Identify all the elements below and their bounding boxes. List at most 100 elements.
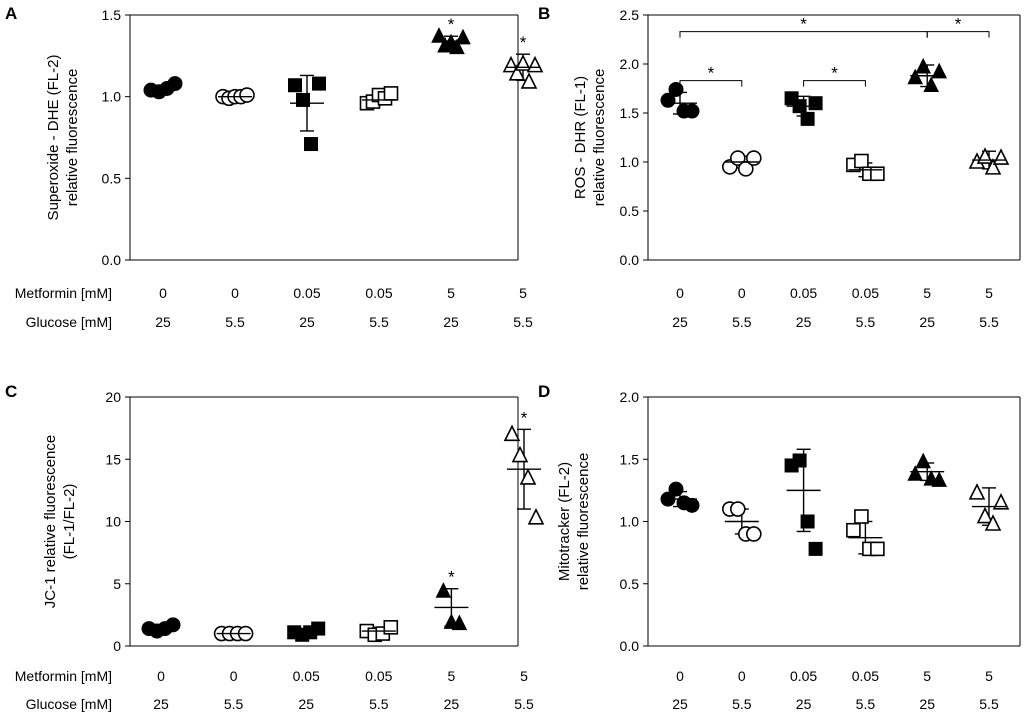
data-point [907,68,924,85]
metformin-value: 5 [923,668,931,684]
metformin-value: 0 [230,668,238,684]
glucose-value: 5.5 [369,696,389,712]
y-tick-label: 15 [105,451,121,467]
data-group [721,501,762,542]
data-point [745,526,762,542]
data-point [729,501,746,517]
metformin-value: 0.05 [852,668,879,684]
data-point [992,493,1010,510]
y-axis-label-line: (FL-1/FL-2) [61,484,78,560]
glucose-value: 25 [672,696,688,712]
metformin-value: 0 [738,668,746,684]
y-tick-label: 10 [105,514,121,530]
metformin-value: 0.05 [790,668,817,684]
y-tick-label: 1.0 [620,514,640,530]
glucose-value: 5.5 [732,314,752,330]
comparison-bracket [679,80,743,87]
data-point [923,76,940,93]
metformin-value: 0.05 [293,285,320,301]
data-point [508,64,526,81]
y-axis-label-line: JC-1 relative fluorescence [42,435,59,608]
data-point [519,468,537,485]
metformin-value: 5 [985,285,993,301]
data-point [167,76,183,92]
data-group [660,81,700,119]
metformin-value: 0 [738,285,746,301]
data-group [784,91,823,126]
data-point [684,497,700,513]
y-tick-label: 0.0 [102,252,122,268]
glucose-value: 5.5 [979,314,999,330]
glucose-value: 5.5 [979,696,999,712]
metformin-value: 0 [157,668,165,684]
metformin-value: 0 [676,285,684,301]
data-point [668,81,684,97]
glucose-value: 25 [919,314,935,330]
y-tick-label: 1.5 [620,105,640,121]
data-group [907,57,948,93]
data-point [383,620,399,635]
data-point [808,96,823,111]
data-point [854,509,869,524]
data-group [141,617,181,639]
y-tick-label: 0.0 [620,252,640,268]
panel-a: A 0.0 0.5 1.0 1.5 Superoxide - DHE (FL-2) rela… [5,4,544,330]
metformin-value: 0.05 [293,668,320,684]
glucose-value: 5.5 [513,314,533,330]
data-point [854,153,869,169]
significance-star: * [448,568,455,587]
panel-c: C 0 5 10 15 20 JC-1 relative fluorescence (FL-1… [5,382,545,712]
data-point [915,57,932,74]
y-axis-label-line: relative fluorescence [64,69,81,207]
data-point [792,453,807,468]
data-point [520,72,538,89]
y-axis-label-line: relative fluorescence [575,453,592,591]
glucose-value: 5.5 [856,314,876,330]
glucose-value: 5.5 [856,696,876,712]
glucose-value: 5.5 [732,696,752,712]
bracket-star: * [800,15,807,34]
metformin-value: 5 [448,668,456,684]
glucose-value: 25 [796,696,812,712]
data-point [931,62,948,79]
glucose-value: 25 [796,314,812,330]
y-axis-label-line: Mitotracker (FL-2) [556,462,573,581]
data-group [431,27,471,55]
glucose-value: 25 [299,314,315,330]
metformin-value: 5 [923,285,931,301]
glucose-row-label: Glucose [mM] [26,696,112,712]
metformin-value: 0.05 [852,285,879,301]
y-axis-label-line: Superoxide - DHE (FL-2) [45,55,62,221]
data-group [143,76,183,100]
y-axis-label: JC-1 relative fluorescence (FL-1/FL-2) [42,435,78,608]
y-tick-label: 1.5 [620,451,640,467]
metformin-value: 0 [231,285,239,301]
data-point [304,137,318,152]
panel-letter: C [5,382,17,401]
glucose-value: 5.5 [224,696,244,712]
metformin-value: 0.05 [365,668,392,684]
comparison-bracket [803,80,866,87]
data-group [359,86,399,111]
data-point [165,617,181,633]
data-point [870,541,885,557]
bracket-star: * [831,64,838,83]
panel-letter: A [5,4,17,23]
data-group [660,481,700,513]
panel-d: D 0.0 0.5 1.0 1.5 2.0 Mitotracker (FL-2) relati… [538,382,1021,712]
y-tick-label: 0.0 [620,638,640,654]
data-point [808,541,823,556]
data-group [502,53,544,89]
panel-letter: B [538,4,550,23]
bracket-star: * [955,15,962,34]
data-point [311,621,326,636]
data-point [992,148,1010,165]
y-axis-label: Mitotracker (FL-2) relative fluorescence [556,453,592,591]
data-point [451,614,468,631]
glucose-value: 5.5 [514,696,534,712]
data-point [511,445,529,463]
data-point [745,150,762,166]
y-tick-label: 0.5 [620,576,640,592]
data-point [288,78,302,93]
